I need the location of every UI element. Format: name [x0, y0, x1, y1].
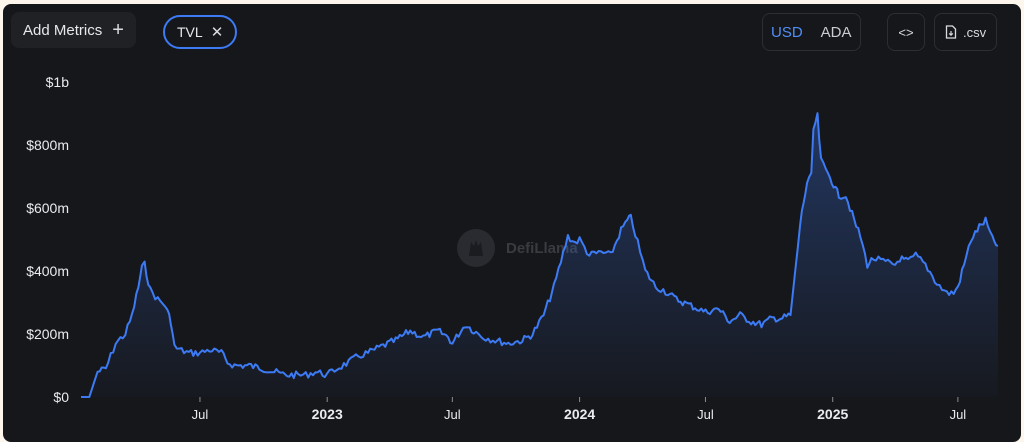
metric-chip-tvl[interactable]: TVL ✕	[163, 15, 238, 49]
csv-download-button[interactable]: .csv	[934, 13, 998, 51]
currency-option-usd[interactable]: USD	[771, 23, 803, 41]
currency-option-ada[interactable]: ADA	[820, 23, 852, 41]
add-metrics-label: Add Metrics	[23, 21, 103, 39]
currency-toggle: USD ADA	[762, 13, 861, 51]
add-metrics-button[interactable]: Add Metrics +	[11, 12, 136, 48]
x-tick-label: Jul	[697, 407, 714, 422]
tvl-area-fill	[81, 113, 998, 397]
y-tick-label: $1b	[46, 74, 70, 90]
x-tick-label: Jul	[950, 407, 967, 422]
x-tick-label: 2023	[312, 406, 343, 422]
y-axis: $0 $200m $400m $600m $800m $1b	[26, 74, 69, 405]
x-tick-label: Jul	[192, 407, 209, 422]
y-tick-label: $800m	[26, 137, 69, 153]
llama-logo-mark	[469, 240, 483, 256]
csv-label: .csv	[963, 24, 987, 40]
metric-chip-label: TVL	[177, 24, 203, 40]
code-icon: <>	[898, 24, 914, 40]
watermark-text: DefiLlama	[506, 240, 578, 257]
tvl-series-line	[81, 112, 999, 398]
close-icon[interactable]: ✕	[210, 24, 224, 41]
x-tick-label: 2025	[817, 406, 848, 422]
file-download-icon	[945, 25, 957, 39]
x-tick-label: Jul	[444, 407, 461, 422]
y-tick-label: $600m	[26, 200, 69, 216]
tvl-chart: DefiLlama $0 $200m $400m $600m $800m $1b Jul 2…	[26, 74, 999, 422]
x-tick-label: 2024	[564, 406, 595, 422]
x-axis: Jul 2023 Jul 2024 Jul 2025 Jul	[192, 397, 967, 422]
chart-panel: Add Metrics + TVL ✕ USD ADA <> .csv Defi…	[3, 4, 1021, 442]
watermark: DefiLlama	[457, 229, 578, 267]
embed-button[interactable]: <>	[887, 13, 925, 51]
y-tick-label: $400m	[26, 263, 69, 279]
y-tick-label: $0	[53, 389, 69, 405]
plus-icon: +	[112, 19, 124, 41]
y-tick-label: $200m	[26, 326, 69, 342]
